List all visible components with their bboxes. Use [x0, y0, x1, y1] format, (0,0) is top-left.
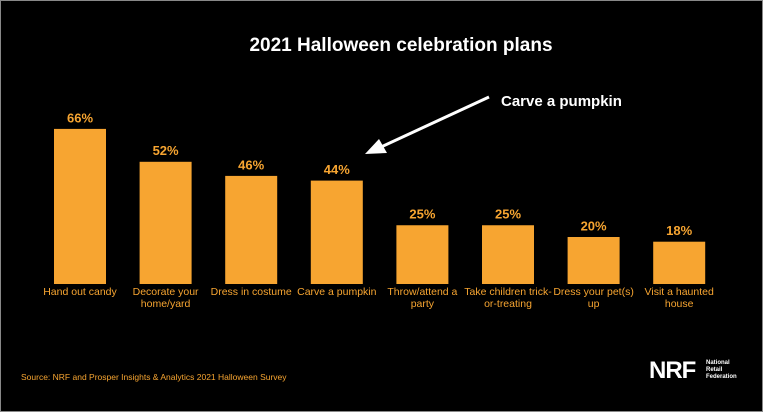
value-label: 66% [67, 110, 93, 125]
x-tick-label: Decorate your home/yard [132, 286, 199, 310]
bar [310, 180, 363, 284]
bar [225, 175, 278, 284]
x-tick-label: Hand out candy [43, 286, 117, 298]
bar [653, 241, 706, 284]
value-label: 46% [238, 157, 264, 172]
x-tick-label: Visit a haunted house [644, 286, 714, 310]
bar [54, 128, 106, 284]
x-tick-label: Throw/attend a party [387, 286, 458, 310]
x-tick-label: Dress in costume [210, 286, 292, 298]
arrow-head [365, 139, 387, 154]
annotation-arrow [380, 95, 490, 149]
bar [396, 225, 449, 284]
logo: NRF [649, 357, 696, 384]
logo-name: National Retail Federation [706, 360, 737, 380]
bar [567, 237, 620, 284]
x-tick-label: Take children trick-or-treating [464, 286, 552, 310]
value-label: 18% [666, 223, 692, 238]
x-tick-label: Carve a pumpkin [297, 286, 377, 298]
value-label: 52% [153, 143, 179, 158]
value-label: 25% [409, 207, 435, 222]
chart-title: 2021 Halloween celebration plans [249, 35, 552, 56]
value-label: 25% [495, 207, 521, 222]
value-label: 44% [324, 162, 350, 177]
bar [482, 225, 534, 284]
bar [139, 161, 192, 284]
annotation: Carve a pumpkin [501, 93, 622, 110]
value-label: 20% [581, 218, 607, 233]
source: Source: NRF and Prosper Insights & Analy… [21, 372, 287, 382]
x-tick-label: Dress your pet(s) up [553, 286, 634, 310]
